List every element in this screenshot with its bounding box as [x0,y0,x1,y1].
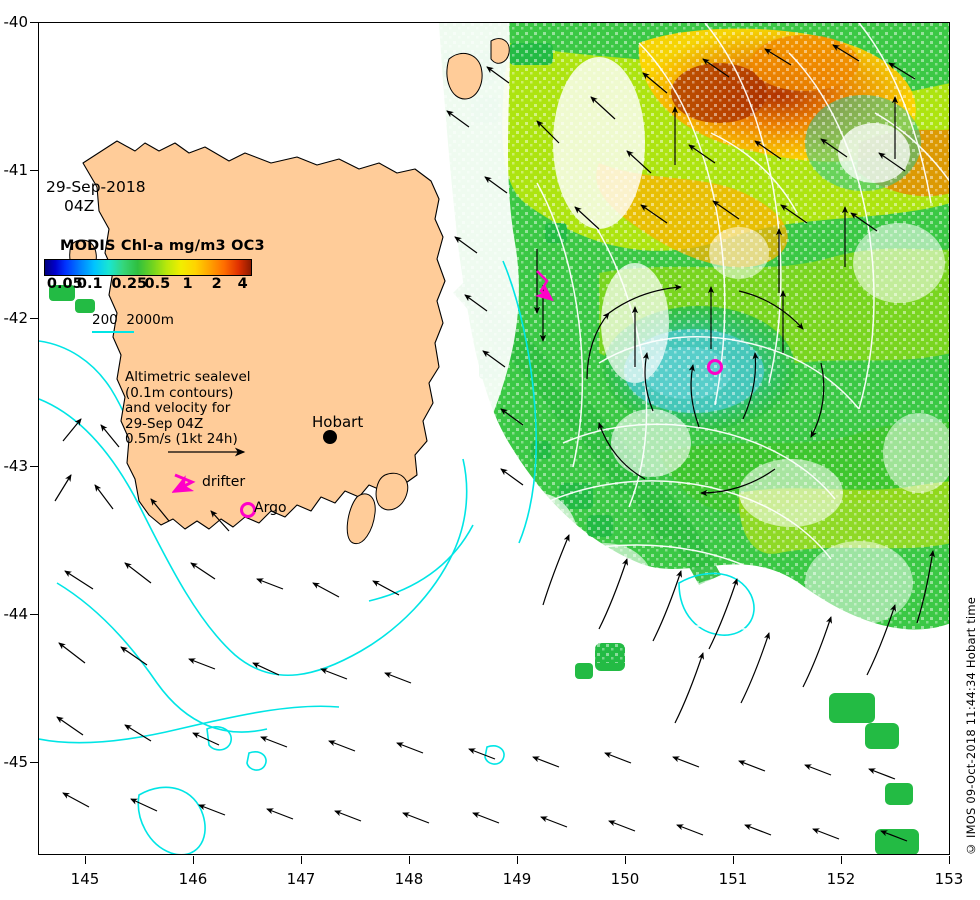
colorbar-tick-4: 1 [182,276,193,292]
x-tick-150 [625,856,626,864]
x-tick-label-147: 147 [286,870,316,888]
x-tick-label-146: 146 [178,870,208,888]
velocity-scale-arrow [168,447,246,457]
velocity-vectors [54,44,936,842]
y-tick-label-41: -41 [3,161,29,179]
map-svg [39,23,949,854]
x-tick-label-148: 148 [394,870,424,888]
colorbar-tick-2: 0.25 [111,276,148,292]
chlorophyll-colorbar [44,259,252,276]
x-tick-152 [841,856,842,864]
hobart-city-marker [323,430,337,444]
x-tick-151 [733,856,734,864]
y-tick-label-44: -44 [3,605,29,623]
hobart-city-label: Hobart [312,413,364,431]
map-plot-frame [38,22,950,855]
colorbar-tick-1: 0.1 [76,276,103,292]
tasmania-landmass [69,38,510,545]
colorbar-tick-5: 2 [211,276,222,292]
date-stamp: 29-Sep-2018 04Z [46,178,146,216]
x-tick-153 [949,856,950,864]
y-tick-42 [30,318,38,319]
argo-legend-label: Argo [254,500,287,516]
y-tick-45 [30,762,38,763]
map-canvas [39,23,949,854]
x-tick-label-153: 153 [934,870,964,888]
x-tick-146 [193,856,194,864]
x-tick-label-145: 145 [70,870,100,888]
y-tick-label-45: -45 [3,753,29,771]
altimetry-note: Altimetric sealevel (0.1m contours) and … [125,369,251,447]
x-tick-149 [517,856,518,864]
y-tick-label-42: -42 [3,309,29,327]
x-tick-147 [301,856,302,864]
argo-legend-glyph [240,502,256,518]
bathymetry-legend-label: 200 2000m [92,312,174,328]
y-tick-40 [30,22,38,23]
bathymetry-contours [39,260,755,854]
colorbar-tick-0: 0.05 [46,276,83,292]
sealevel-contours [516,23,949,706]
drifter-legend-label: drifter [202,474,246,490]
y-tick-41 [30,170,38,171]
colorbar-tick-3: 0.5 [144,276,171,292]
y-tick-44 [30,614,38,615]
drifter-legend-glyph [172,473,196,493]
colorbar-tick-labels: 0.05 0.1 0.25 0.5 1 2 4 [44,276,252,296]
date-line-2: 04Z [64,197,95,215]
x-tick-label-152: 152 [826,870,856,888]
y-tick-label-40: -40 [3,13,29,31]
x-tick-label-149: 149 [502,870,532,888]
drifter-track [534,270,554,302]
x-tick-label-150: 150 [610,870,640,888]
bathymetry-legend-line [92,331,134,333]
x-tick-148 [409,856,410,864]
x-tick-label-151: 151 [718,870,748,888]
argo-float-marker [707,359,723,375]
colorbar-title: MODIS Chl-a mg/m3 OC3 [60,238,265,254]
y-tick-label-43: -43 [3,457,29,475]
y-tick-43 [30,466,38,467]
x-tick-145 [85,856,86,864]
imos-credit: © IMOS 09-Oct-2018 11:44:34 Hobart time [964,596,978,856]
colorbar-tick-6: 4 [237,276,248,292]
date-line-1: 29-Sep-2018 [46,178,146,196]
